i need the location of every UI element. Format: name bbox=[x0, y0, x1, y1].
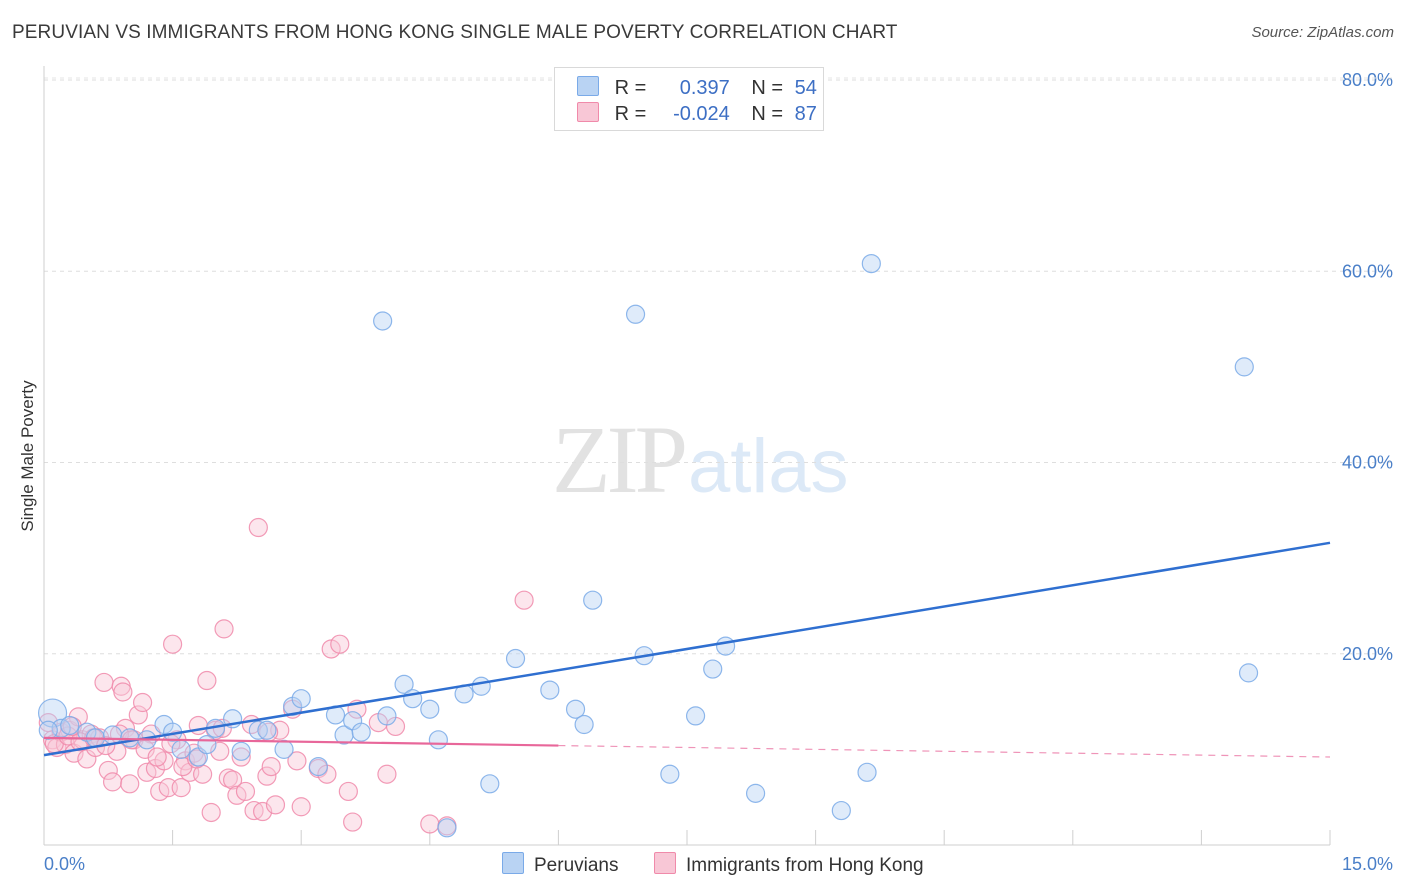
hong-kong-point bbox=[265, 795, 286, 815]
hong-kong-point bbox=[235, 781, 256, 802]
hong-kong-point bbox=[377, 764, 397, 784]
hong-kong-point bbox=[147, 747, 167, 767]
legend-n-label: N = bbox=[751, 103, 784, 125]
x-tick-label: 0.0% bbox=[44, 854, 85, 874]
hong-kong-point bbox=[113, 682, 133, 702]
hong-kong-point bbox=[338, 781, 358, 802]
hong-kong-point bbox=[287, 751, 307, 771]
bottom-legend-swatch-pink bbox=[654, 852, 676, 874]
legend-swatch-blue bbox=[577, 76, 599, 96]
hong-kong-point bbox=[201, 802, 221, 823]
peruvian-point bbox=[120, 728, 140, 748]
peruvian-point bbox=[102, 725, 123, 745]
peruvian-point bbox=[171, 739, 191, 759]
source-label: Source: ZipAtlas.com bbox=[1251, 24, 1394, 41]
hong-kong-point bbox=[197, 670, 217, 691]
peruvian-point bbox=[685, 706, 706, 726]
hong-kong-point bbox=[231, 747, 251, 767]
peruvian-point bbox=[394, 674, 414, 694]
y-tick-label: 40.0% bbox=[1342, 453, 1393, 473]
y-tick-label: 20.0% bbox=[1342, 644, 1393, 664]
peruvian-point bbox=[574, 714, 594, 735]
peruvian-point bbox=[351, 722, 371, 742]
peruvian-point bbox=[38, 720, 58, 740]
peruvian-point bbox=[745, 783, 766, 803]
y-tick-label: 60.0% bbox=[1342, 261, 1393, 281]
peruvian-point bbox=[861, 254, 881, 274]
watermark-zip: ZIP bbox=[552, 406, 688, 513]
peruvian-point bbox=[437, 818, 457, 838]
legend-row-peruvians: R = 0.397 N = 54 bbox=[577, 76, 817, 100]
hong-kong-point bbox=[514, 590, 534, 610]
hong-kong-point bbox=[257, 766, 277, 786]
hong-kong-point bbox=[94, 672, 114, 693]
legend-r-label: R = bbox=[614, 77, 647, 99]
peruvian-point bbox=[715, 636, 736, 656]
peruvian-point bbox=[274, 739, 294, 759]
hong-kong-point bbox=[132, 692, 153, 713]
hong-kong-point bbox=[330, 634, 350, 654]
trend-line-hong-kong-dashed bbox=[558, 744, 1331, 758]
bottom-legend-label: Immigrants from Hong Kong bbox=[686, 855, 924, 876]
peruvian-point bbox=[480, 774, 500, 794]
peruvian-point bbox=[373, 311, 393, 331]
peruvian-point bbox=[505, 648, 526, 669]
hong-kong-point bbox=[420, 814, 440, 834]
legend-row-hong-kong: R = -0.024 N = 87 bbox=[577, 102, 817, 126]
legend-r-value: -0.024 bbox=[673, 103, 730, 125]
legend-n-label: N = bbox=[751, 77, 784, 99]
peruvian-point bbox=[420, 699, 440, 719]
peruvian-point bbox=[197, 734, 217, 755]
peruvian-point bbox=[60, 715, 80, 736]
bottom-legend-peruvians: Peruvians bbox=[502, 852, 619, 877]
hong-kong-point bbox=[102, 772, 123, 792]
peruvian-point bbox=[625, 304, 646, 324]
peruvian-point bbox=[428, 730, 448, 750]
peruvian-point bbox=[703, 659, 723, 679]
x-tick-label: 15.0% bbox=[1342, 854, 1393, 874]
peruvian-point bbox=[540, 680, 560, 700]
peruvian-point bbox=[1238, 663, 1259, 683]
trend-line-peruvians bbox=[43, 541, 1331, 757]
hong-kong-point bbox=[163, 634, 183, 654]
peruvian-point bbox=[857, 762, 877, 782]
y-tick-label: 80.0% bbox=[1342, 70, 1393, 90]
hong-kong-point bbox=[248, 517, 268, 538]
legend-r-label: R = bbox=[614, 103, 647, 125]
chart-title: PERUVIAN VS IMMIGRANTS FROM HONG KONG SI… bbox=[12, 22, 898, 43]
peruvian-point bbox=[660, 764, 680, 784]
hong-kong-point bbox=[128, 705, 148, 725]
watermark: ZIPatlas bbox=[552, 404, 849, 515]
legend-r-value: 0.397 bbox=[679, 77, 730, 99]
hong-kong-point bbox=[343, 812, 363, 832]
peruvian-point bbox=[471, 676, 491, 696]
hong-kong-point bbox=[98, 760, 118, 781]
peruvian-point bbox=[377, 706, 397, 726]
legend-swatch-pink bbox=[577, 102, 599, 122]
peruvian-point bbox=[565, 699, 586, 719]
legend-n-value: 87 bbox=[794, 103, 817, 125]
bottom-legend-swatch-blue bbox=[502, 852, 524, 874]
hong-kong-point bbox=[171, 778, 191, 798]
hong-kong-point bbox=[291, 797, 311, 817]
correlation-legend: R = 0.397 N = 54 R = -0.024 N = 87 bbox=[554, 67, 824, 131]
watermark-atlas: atlas bbox=[688, 424, 849, 509]
peruvian-point bbox=[291, 689, 311, 709]
legend-n-value: 54 bbox=[794, 77, 817, 99]
bottom-legend-label: Peruvians bbox=[534, 855, 619, 876]
peruvian-point bbox=[231, 741, 251, 761]
peruvian-point bbox=[257, 720, 277, 740]
trend-line-hong-kong bbox=[43, 736, 559, 747]
peruvian-point bbox=[831, 800, 851, 821]
bottom-legend-hong-kong: Immigrants from Hong Kong bbox=[654, 852, 924, 877]
hong-kong-point bbox=[223, 770, 243, 790]
peruvian-point bbox=[583, 590, 603, 610]
peruvian-point bbox=[308, 756, 328, 777]
hong-kong-point bbox=[261, 756, 281, 777]
hong-kong-point bbox=[214, 619, 234, 639]
hong-kong-point bbox=[120, 774, 140, 794]
peruvian-point bbox=[1234, 357, 1254, 377]
